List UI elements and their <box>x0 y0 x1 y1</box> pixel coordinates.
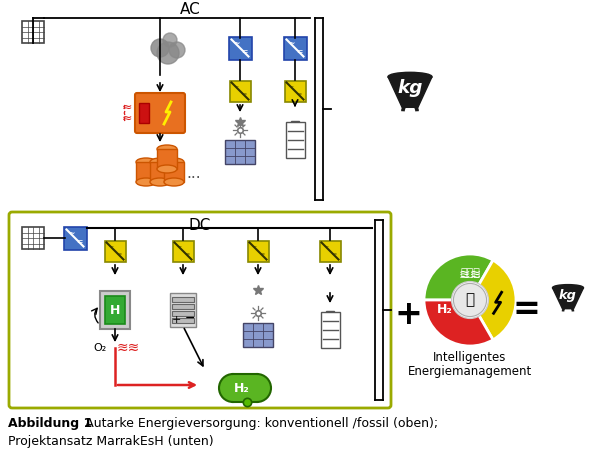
Text: =: = <box>512 294 540 327</box>
Ellipse shape <box>388 72 432 81</box>
FancyBboxPatch shape <box>321 312 339 348</box>
Ellipse shape <box>219 374 247 402</box>
FancyBboxPatch shape <box>286 122 304 158</box>
FancyBboxPatch shape <box>172 304 194 309</box>
Circle shape <box>157 42 179 64</box>
FancyBboxPatch shape <box>319 240 341 262</box>
Text: H₂: H₂ <box>234 382 250 394</box>
Ellipse shape <box>243 374 271 402</box>
Text: +: + <box>394 299 422 332</box>
Text: =: = <box>296 93 302 98</box>
Ellipse shape <box>157 145 177 153</box>
FancyBboxPatch shape <box>136 162 156 182</box>
Ellipse shape <box>552 284 583 291</box>
Circle shape <box>151 39 169 57</box>
Text: DC: DC <box>189 218 211 233</box>
Text: ≋≋: ≋≋ <box>116 341 140 355</box>
FancyBboxPatch shape <box>233 374 257 402</box>
FancyBboxPatch shape <box>168 95 176 105</box>
Text: ~: ~ <box>68 229 74 239</box>
FancyBboxPatch shape <box>22 21 44 43</box>
Text: =: = <box>260 252 264 257</box>
Circle shape <box>451 282 488 318</box>
Circle shape <box>169 42 185 58</box>
Polygon shape <box>552 288 583 309</box>
Text: O₂: O₂ <box>93 343 106 353</box>
FancyBboxPatch shape <box>229 81 250 102</box>
Polygon shape <box>388 77 432 107</box>
Text: =: = <box>332 252 336 257</box>
Ellipse shape <box>136 178 156 186</box>
FancyBboxPatch shape <box>172 318 194 323</box>
Text: H₂: H₂ <box>437 303 453 316</box>
Text: ...: ... <box>186 167 201 181</box>
FancyBboxPatch shape <box>225 140 255 164</box>
FancyBboxPatch shape <box>150 162 170 182</box>
Text: =: = <box>241 93 247 98</box>
Wedge shape <box>424 300 493 346</box>
Text: ~: ~ <box>251 245 257 250</box>
FancyBboxPatch shape <box>229 37 252 60</box>
Circle shape <box>163 33 177 47</box>
Text: Intelligentes: Intelligentes <box>433 351 507 365</box>
FancyBboxPatch shape <box>64 227 87 250</box>
FancyBboxPatch shape <box>22 227 44 249</box>
FancyBboxPatch shape <box>105 240 125 262</box>
Text: ≈
≈: ≈ ≈ <box>122 101 132 125</box>
Text: Energiemanagement: Energiemanagement <box>408 365 532 378</box>
Ellipse shape <box>157 165 177 173</box>
Text: =: = <box>76 238 82 246</box>
FancyBboxPatch shape <box>172 297 194 302</box>
Text: ~: ~ <box>289 84 293 89</box>
Text: ~: ~ <box>108 245 114 250</box>
Ellipse shape <box>164 178 184 186</box>
Text: =: = <box>116 252 122 257</box>
FancyBboxPatch shape <box>164 162 184 182</box>
Text: ~: ~ <box>233 39 239 49</box>
Text: −: − <box>185 312 195 325</box>
FancyBboxPatch shape <box>243 323 273 347</box>
FancyBboxPatch shape <box>157 149 177 169</box>
FancyBboxPatch shape <box>100 291 130 329</box>
Text: +: + <box>171 315 181 325</box>
FancyBboxPatch shape <box>105 296 125 324</box>
FancyBboxPatch shape <box>284 37 307 60</box>
Text: ~: ~ <box>177 245 182 250</box>
Text: =: = <box>296 48 302 56</box>
Text: H: H <box>110 304 120 316</box>
Text: Projektansatz MarrakEsH (unten): Projektansatz MarrakEsH (unten) <box>8 435 214 447</box>
FancyBboxPatch shape <box>135 93 185 133</box>
Text: ≋≋: ≋≋ <box>459 267 482 282</box>
Text: ~: ~ <box>324 245 329 250</box>
FancyBboxPatch shape <box>284 81 306 102</box>
Wedge shape <box>470 260 516 340</box>
Text: ~: ~ <box>288 39 294 49</box>
Ellipse shape <box>150 158 170 166</box>
Wedge shape <box>424 254 493 300</box>
FancyBboxPatch shape <box>9 212 391 408</box>
Circle shape <box>453 284 486 316</box>
Text: =: = <box>185 252 189 257</box>
Ellipse shape <box>150 178 170 186</box>
FancyBboxPatch shape <box>247 240 269 262</box>
Ellipse shape <box>136 158 156 166</box>
FancyBboxPatch shape <box>172 240 194 262</box>
FancyBboxPatch shape <box>172 311 194 316</box>
Text: ﾊﾊﾊ: ﾊﾊﾊ <box>460 268 480 278</box>
Ellipse shape <box>164 158 184 166</box>
FancyBboxPatch shape <box>326 311 334 316</box>
Text: ~: ~ <box>234 84 238 89</box>
Text: AC: AC <box>180 2 200 17</box>
Text: kg: kg <box>397 79 423 97</box>
Text: :  Autarke Energieversorgung: konventionell /fossil (oben);: : Autarke Energieversorgung: konventione… <box>73 416 438 430</box>
Text: Abbildung 1: Abbildung 1 <box>8 416 92 430</box>
Text: kg: kg <box>559 289 577 301</box>
FancyBboxPatch shape <box>170 293 196 327</box>
FancyBboxPatch shape <box>139 103 149 123</box>
FancyBboxPatch shape <box>291 121 299 126</box>
Text: =: = <box>241 48 247 56</box>
Text: 💡: 💡 <box>465 293 474 307</box>
